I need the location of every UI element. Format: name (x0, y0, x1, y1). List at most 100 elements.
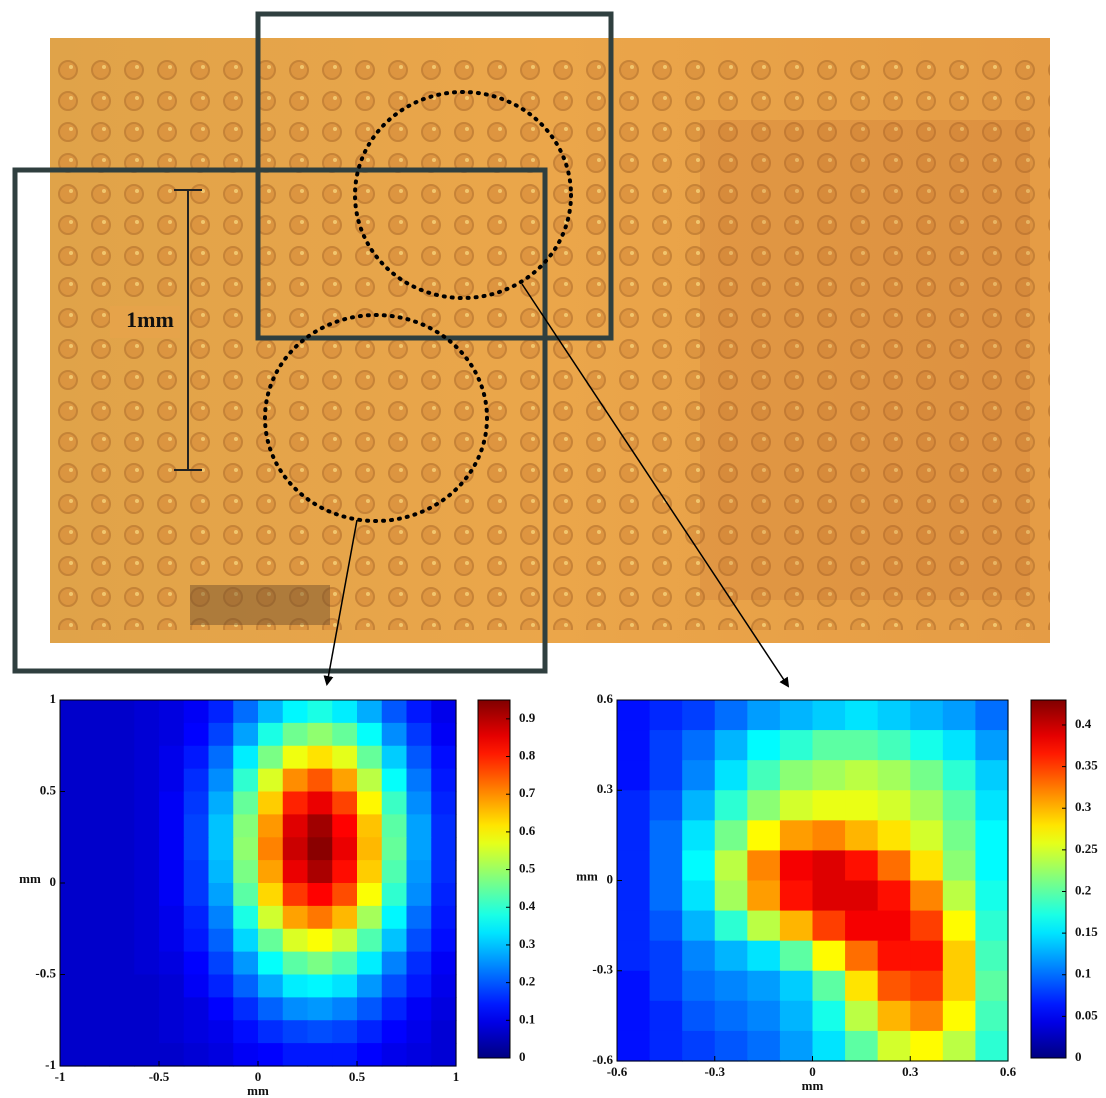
colorbar-tick-label: 0.6 (519, 823, 536, 838)
heatmap-cell (877, 1000, 911, 1032)
heatmap-cell (109, 722, 135, 747)
heatmap-cell (406, 791, 432, 815)
heatmap-cell (258, 928, 284, 953)
heatmap-cell (714, 700, 748, 731)
heatmap-cell (60, 974, 86, 998)
heatmap-cell (845, 940, 879, 972)
heatmap-cell (332, 791, 358, 815)
heatmap-cell (649, 700, 683, 731)
heatmap-cell (381, 700, 408, 724)
heatmap-cell (332, 745, 358, 770)
heatmap-cell (233, 768, 259, 793)
heatmap-cell (812, 820, 846, 852)
heatmap-cell (406, 951, 432, 976)
heatmap-cell (747, 700, 781, 731)
heatmap-cell (877, 790, 911, 821)
heatmap-cell (258, 997, 284, 1021)
heatmap-cell (183, 928, 210, 953)
heatmap-cell (134, 1020, 160, 1044)
heatmap-cell (282, 860, 309, 884)
heatmap-cell (381, 745, 408, 770)
colorbar-tick-label: 0.3 (519, 936, 536, 951)
colorbar-tick-label: 0.35 (1075, 758, 1098, 773)
heatmap-cell (714, 760, 748, 791)
heatmap-cell (60, 814, 86, 838)
heatmap-cell (845, 910, 879, 942)
heatmap-cell (747, 940, 781, 972)
photo-wells (50, 60, 1050, 630)
heatmap-cell (332, 722, 358, 747)
heatmap-cell (381, 791, 408, 815)
y-tick-label: 0.6 (597, 691, 614, 706)
heatmap-cell (975, 700, 1009, 731)
heatmap-cell (942, 700, 977, 731)
heatmap-cell (779, 910, 814, 942)
heatmap-cell (975, 970, 1009, 1002)
heatmap-cell (282, 974, 309, 998)
heatmap-cell (910, 760, 944, 791)
heatmap-cell (332, 928, 358, 953)
heatmap-cell (877, 760, 911, 791)
heatmap-cell (159, 883, 185, 907)
heatmap-cell (714, 820, 748, 852)
heatmap-cell (134, 928, 160, 953)
heatmap-cell (877, 700, 911, 731)
heatmap-cell (307, 700, 333, 724)
x-tick-label: -0.5 (149, 1069, 170, 1084)
heatmap-cell (84, 883, 111, 907)
heatmap-cell (208, 883, 234, 907)
heatmap-cell (159, 837, 185, 861)
heatmap-cell (233, 883, 259, 907)
heatmap-cell (406, 745, 432, 770)
heatmap-cell (406, 768, 432, 793)
heatmap-cell (159, 1043, 185, 1067)
heatmap-cell (431, 883, 457, 907)
y-tick-label: 0.3 (597, 781, 614, 796)
roi-box (255, 11, 614, 341)
heatmap-cell (307, 860, 333, 884)
colorbar-tick-label: 0.7 (519, 785, 536, 800)
heatmap-cell (84, 722, 111, 747)
heatmap-cell (84, 768, 111, 793)
heatmap-cell (381, 837, 408, 861)
heatmap-cell (747, 1000, 781, 1032)
heatmap-cell (812, 730, 846, 761)
colorbar (477, 699, 511, 1059)
heatmap-cell (406, 928, 432, 953)
heatmap-cell (877, 970, 911, 1002)
heatmap-cell (357, 928, 383, 953)
heatmap-cell (258, 745, 284, 770)
x-tick-label: -0.3 (704, 1064, 725, 1079)
heatmap-cell (109, 905, 135, 930)
heatmap-cell (431, 860, 457, 884)
heatmap-cell (183, 768, 210, 793)
heatmap-cell (159, 974, 185, 998)
heatmap-cell (357, 791, 383, 815)
heatmap-cell (183, 745, 210, 770)
y-tick-label: 0 (50, 874, 57, 889)
heatmap-cell (845, 850, 879, 882)
heatmap-cell (714, 1030, 748, 1062)
heatmap-cell (975, 940, 1009, 972)
heatmap-cell (60, 791, 86, 815)
heatmap-cell (84, 905, 111, 930)
heatmap-cell (134, 974, 160, 998)
heatmap-cell (845, 730, 879, 761)
heatmap-cell (877, 1030, 911, 1062)
heatmap-cell (431, 1020, 457, 1044)
colorbar-tick-label: 0 (1075, 1049, 1082, 1064)
colorbar-tick-label: 0.3 (1075, 799, 1092, 814)
heatmap-cell (812, 1030, 846, 1062)
scale-label: 1mm (126, 307, 174, 332)
heatmap-cell (431, 768, 457, 793)
heatmap-cell (617, 970, 651, 1002)
heatmap-cell (812, 700, 846, 731)
colorbar-tick-label: 0.25 (1075, 841, 1098, 856)
heatmap-cell (208, 951, 234, 976)
heatmap-cell (975, 1000, 1009, 1032)
heatmap-cell (332, 814, 358, 838)
heatmap-cell (233, 837, 259, 861)
heatmap-cell (208, 905, 234, 930)
heatmap-cell (183, 974, 210, 998)
heatmap-cell (910, 910, 944, 942)
